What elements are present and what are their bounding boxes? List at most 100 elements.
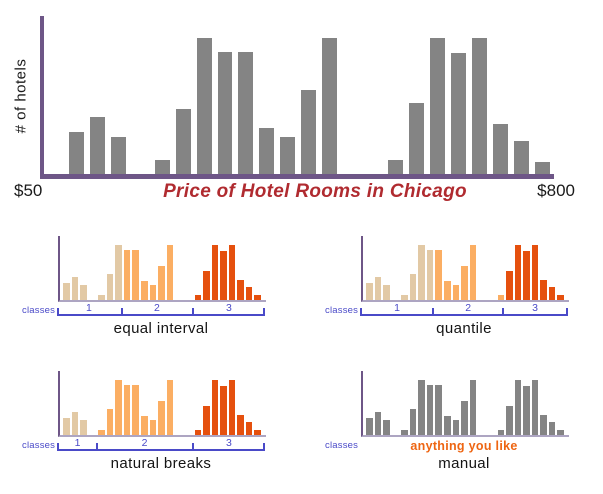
group-gap <box>478 236 495 300</box>
histogram-bar <box>123 250 131 300</box>
group-gap <box>478 371 495 435</box>
histogram-bar <box>451 53 467 174</box>
mini-plot-area <box>361 371 569 437</box>
histogram-bar <box>540 414 547 435</box>
histogram-bar <box>158 400 165 435</box>
histogram-bar <box>523 251 530 300</box>
histogram-bar <box>557 295 565 300</box>
histogram-bar <box>301 89 317 174</box>
histogram-bars <box>63 236 262 300</box>
class-number: 3 <box>532 302 538 314</box>
histogram-bar <box>426 250 434 300</box>
classes-label: classes <box>22 440 56 451</box>
mini-plot-area <box>58 236 266 302</box>
classes-row: classes 1 2 3 <box>20 302 270 317</box>
histogram-bar <box>203 406 210 435</box>
class-number: 2 <box>141 437 148 449</box>
histogram-bar <box>211 379 219 435</box>
histogram-bar <box>557 430 565 435</box>
histogram-bar <box>220 251 227 300</box>
histogram-bar <box>149 285 157 300</box>
histogram-bar <box>452 420 460 435</box>
bracket-tick <box>263 443 265 451</box>
histogram-bars <box>366 236 565 300</box>
histogram-bar <box>175 108 191 174</box>
histogram-bar <box>63 417 70 435</box>
histogram-bar <box>158 265 165 300</box>
histogram-bar <box>238 51 254 174</box>
bracket-tick <box>57 443 59 451</box>
group-gap <box>392 236 399 300</box>
histogram-bar <box>435 250 442 300</box>
main-plot-area <box>40 16 554 179</box>
histogram-bar <box>469 379 477 435</box>
histogram-bar <box>115 379 122 435</box>
chart-label: natural breaks <box>110 455 212 472</box>
histogram-bar <box>461 265 468 300</box>
histogram-bar <box>71 276 79 300</box>
histogram-bar <box>426 385 434 435</box>
bracket-tick <box>566 308 568 316</box>
histogram-bar <box>89 116 105 174</box>
histogram-bar <box>497 429 505 435</box>
histogram-bar <box>452 285 460 300</box>
histogram-bar <box>374 411 382 435</box>
histogram-bar <box>194 429 202 435</box>
histogram-bar <box>110 137 126 174</box>
histogram-bar <box>166 379 174 435</box>
histogram-bar <box>166 244 174 300</box>
histogram-bar <box>280 137 296 174</box>
histogram-bar <box>443 281 451 300</box>
class-number: 1 <box>85 302 92 314</box>
histogram-bar <box>493 123 509 174</box>
histogram-bar <box>194 294 202 300</box>
chart-label: equal interval <box>113 320 209 337</box>
chart-label: quantile <box>436 320 492 337</box>
histogram-bar <box>228 244 236 300</box>
histogram-bar <box>132 385 139 435</box>
histogram-bar <box>63 282 70 300</box>
histogram-bar <box>106 408 114 435</box>
histogram-bar <box>409 273 417 300</box>
histogram-bar <box>98 429 105 435</box>
histogram-bar <box>245 421 253 435</box>
histogram-bar <box>469 244 477 300</box>
bracket-tick <box>360 308 362 316</box>
histogram-bar <box>80 285 87 300</box>
classes-label: classes <box>325 440 359 451</box>
histogram-bar <box>472 38 488 174</box>
histogram-bar <box>237 414 244 435</box>
bracket-tick <box>263 308 265 316</box>
histogram-bar <box>154 160 170 174</box>
mini-chart-natural-breaks: classes 1 2 3 natural breaks <box>20 371 270 472</box>
histogram-bar <box>531 379 539 435</box>
histogram-bar <box>523 386 530 435</box>
histogram-bar <box>514 244 522 300</box>
bracket-tick <box>95 443 98 451</box>
histogram-bar <box>211 244 219 300</box>
histogram-bar <box>514 379 522 435</box>
bracket-line <box>58 314 264 316</box>
histogram-bar <box>254 295 262 300</box>
group-gap <box>89 371 96 435</box>
histogram-bar <box>430 38 446 174</box>
bracket-line <box>361 314 567 316</box>
class-number: 3 <box>226 302 232 314</box>
group-gap <box>392 371 399 435</box>
histogram-bar <box>245 286 253 300</box>
manual-note: anything you like <box>410 439 518 453</box>
histogram-bar <box>374 276 382 300</box>
histogram-bar <box>196 38 212 174</box>
histogram-bar <box>409 103 425 174</box>
classes-row: classes 1 2 3 <box>323 302 573 317</box>
class-number: 2 <box>153 302 160 314</box>
mini-plot-area <box>58 371 266 437</box>
histogram-bar <box>531 244 539 300</box>
histogram-bar <box>149 420 157 435</box>
group-gap <box>175 371 192 435</box>
classes-row: classes anything you like <box>323 438 573 453</box>
bracket-line <box>58 449 264 451</box>
bracket-tick <box>502 308 505 316</box>
histogram-bar <box>132 250 139 300</box>
